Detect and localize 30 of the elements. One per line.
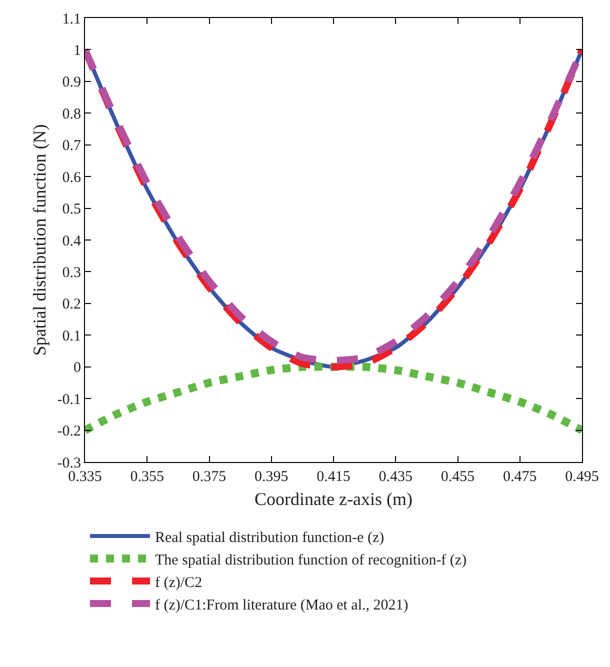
y-tick-label: 0.7 — [62, 138, 82, 154]
y-tick-label: 1.1 — [62, 11, 81, 28]
x-tick-label: 0.355 — [130, 469, 164, 485]
y-tick-label: 0.8 — [62, 106, 81, 122]
legend-label: f (z)/C1:From literature (Mao et al., 2021) — [155, 597, 408, 614]
y-tick-label: 0.5 — [62, 202, 81, 218]
x-tick-label: 0.435 — [378, 469, 413, 485]
x-tick-label: 0.335 — [68, 469, 102, 485]
y-tick-label: -0.2 — [57, 424, 81, 440]
y-tick-label: 0.2 — [62, 296, 81, 313]
y-tick-label: 0 — [74, 360, 81, 376]
x-tick-label: 0.415 — [316, 469, 350, 485]
legend-label: Real spatial distribution function-e (z) — [155, 530, 384, 546]
x-tick-label: 0.455 — [440, 469, 475, 485]
y-tick-label: 0.6 — [62, 170, 82, 186]
y-tick-label: 0.9 — [62, 74, 81, 91]
x-tick-label: 0.395 — [254, 469, 288, 485]
y-tick-label: -0.3 — [57, 455, 81, 472]
x-tick-label: 0.495 — [565, 469, 599, 485]
y-tick-label: 0.3 — [62, 264, 81, 281]
x-axis-title: Coordinate z-axis (m) — [254, 489, 412, 510]
legend-label: f (z)/C2 — [155, 574, 202, 591]
x-tick-label: 0.375 — [192, 469, 226, 485]
y-tick-label: 0.1 — [62, 328, 81, 344]
x-tick-label: 0.475 — [503, 469, 537, 485]
y-tick-label: 1 — [74, 42, 81, 59]
legend-label: The spatial distribution function of recognition-f (z) — [155, 552, 467, 568]
y-tick-label: -0.1 — [57, 392, 81, 408]
y-tick-label: 0.4 — [62, 233, 82, 250]
y-axis-title: Spatial distribution function (N) — [29, 124, 50, 356]
